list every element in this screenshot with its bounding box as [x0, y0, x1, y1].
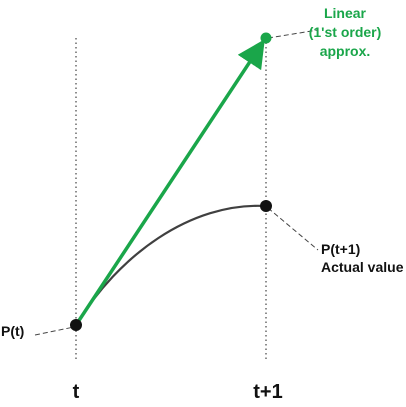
- label-linear-line3: approx.: [320, 43, 371, 59]
- leader-line-pt: [34, 326, 75, 336]
- leader-line-actual: [267, 207, 319, 251]
- leader-line-linear: [267, 29, 319, 39]
- label-pt: P(t): [1, 323, 24, 339]
- linear-approx-arrow: [74, 39, 265, 326]
- label-linear-line2: (1'st order): [309, 24, 382, 40]
- actual-curve: [75, 204, 267, 326]
- label-actual-line1: P(t+1): [321, 241, 360, 257]
- label-actual-line2: Actual value: [321, 259, 404, 275]
- axis-label-t1: t+1: [253, 381, 282, 403]
- axis-label-t: t: [73, 381, 80, 403]
- point-linear: [260, 32, 272, 44]
- point-pt: [70, 319, 82, 331]
- label-linear-line1: Linear: [324, 5, 367, 21]
- point-actual: [260, 200, 272, 212]
